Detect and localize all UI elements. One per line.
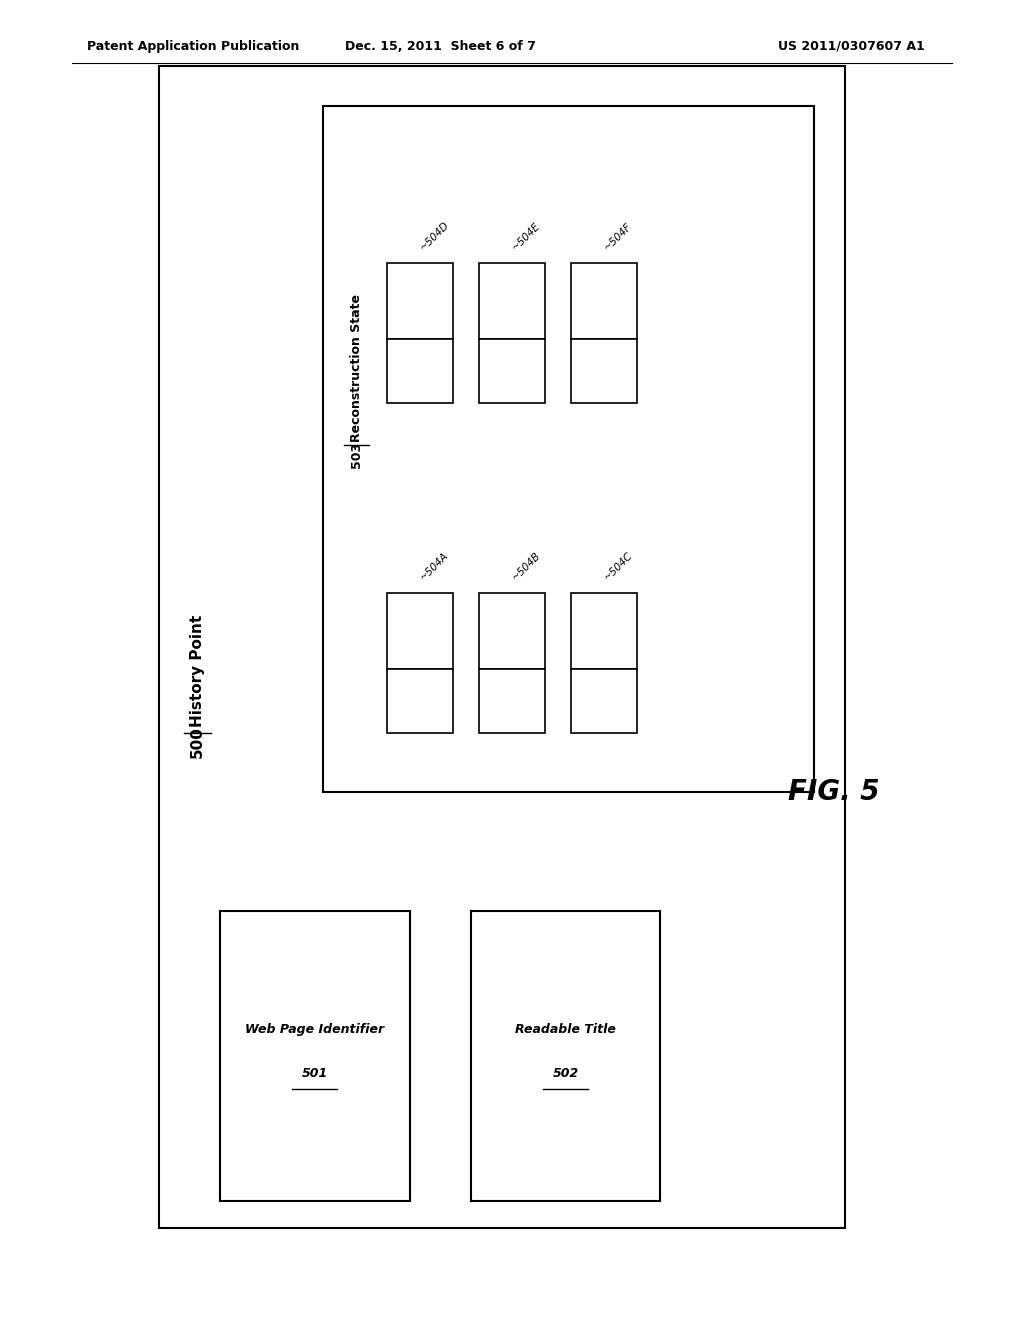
Bar: [387, 339, 454, 403]
Text: ~504D: ~504D: [418, 219, 451, 252]
Text: ~504F: ~504F: [602, 220, 634, 252]
Text: Web Page Identifier: Web Page Identifier: [246, 1023, 384, 1036]
Text: V: V: [506, 292, 518, 310]
Bar: [571, 339, 637, 403]
Text: Reconstruction State: Reconstruction State: [350, 290, 362, 442]
Text: Patent Application Publication: Patent Application Publication: [87, 40, 299, 53]
Bar: [571, 263, 637, 339]
Text: N*: N*: [503, 694, 521, 708]
Bar: [479, 669, 545, 733]
Text: N: N: [598, 364, 610, 378]
Text: V: V: [506, 622, 518, 640]
Text: N: N: [506, 364, 518, 378]
Bar: [159, 66, 845, 1228]
Bar: [479, 593, 545, 669]
Text: ~504A: ~504A: [418, 549, 451, 582]
Text: Readable Title: Readable Title: [515, 1023, 616, 1036]
Text: N: N: [598, 694, 610, 708]
Bar: [387, 263, 454, 339]
Text: ~504E: ~504E: [510, 220, 542, 252]
Text: 503: 503: [350, 442, 362, 469]
Bar: [571, 669, 637, 733]
Text: ~504C: ~504C: [602, 549, 635, 582]
Text: N: N: [414, 364, 426, 378]
Text: 501: 501: [302, 1067, 328, 1080]
Text: N: N: [414, 694, 426, 708]
Text: V: V: [598, 622, 610, 640]
Text: V: V: [414, 292, 426, 310]
Bar: [571, 593, 637, 669]
Bar: [479, 263, 545, 339]
Text: History Point: History Point: [190, 609, 205, 726]
Text: 500: 500: [190, 726, 205, 759]
Text: US 2011/0307607 A1: US 2011/0307607 A1: [778, 40, 925, 53]
Text: ~504B: ~504B: [510, 549, 543, 582]
Bar: [479, 339, 545, 403]
Bar: [471, 911, 660, 1201]
Bar: [220, 911, 410, 1201]
Text: FIG. 5: FIG. 5: [788, 777, 880, 807]
Text: V: V: [598, 292, 610, 310]
Bar: [387, 669, 454, 733]
Text: 502: 502: [553, 1067, 579, 1080]
Bar: [387, 593, 454, 669]
Text: Dec. 15, 2011  Sheet 6 of 7: Dec. 15, 2011 Sheet 6 of 7: [345, 40, 536, 53]
Bar: [323, 106, 814, 792]
Text: V: V: [414, 622, 426, 640]
